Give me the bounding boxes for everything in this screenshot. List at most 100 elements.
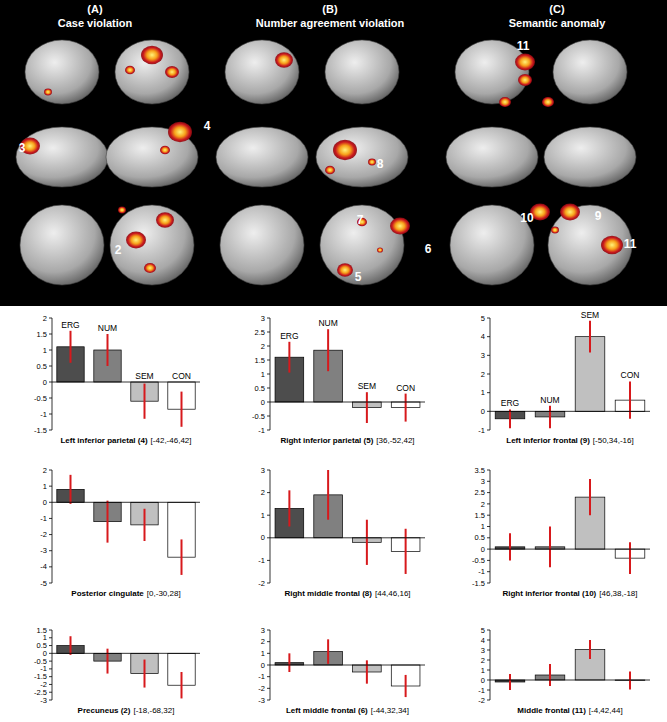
brain-render: [316, 127, 408, 187]
y-tick-label: 0: [481, 676, 485, 685]
error-bar: [629, 381, 631, 418]
chart-title-line: Left inferior parietal (4) [-42,-46,42]: [60, 436, 191, 445]
y-tick: [267, 676, 270, 677]
y-tick-label: -2: [478, 696, 485, 705]
y-tick-label: 3.5: [475, 466, 485, 475]
y-tick-label: -1: [258, 556, 265, 565]
activation-blob: [377, 247, 383, 252]
y-tick: [267, 388, 270, 389]
y-tick-label: -1.5: [34, 426, 47, 435]
y-tick-label: 2: [261, 488, 265, 497]
y-tick: [267, 402, 270, 403]
category-label: ERG: [280, 331, 298, 341]
y-tick: [487, 537, 490, 538]
y-tick: [49, 583, 52, 584]
plot-area: [495, 640, 645, 690]
chart-title-line: Precuneus (2)[-18,-68,32]: [78, 706, 175, 715]
activation-blob: [601, 236, 623, 255]
chart-title: Middle frontal (11): [517, 706, 586, 715]
x-axis: [270, 665, 425, 666]
error-bar: [288, 653, 290, 672]
y-tick: [49, 684, 52, 685]
y-tick: [267, 332, 270, 333]
activation-blob: [156, 212, 174, 227]
y-tick: [49, 653, 52, 654]
chart-title: Right inferior parietal (5): [280, 436, 373, 445]
region-label: 10: [520, 211, 534, 225]
y-tick-label: 0.5: [37, 641, 47, 650]
category-label: ERG: [501, 398, 519, 408]
chart-title: Left inferior parietal (4): [60, 436, 147, 445]
y-tick: [487, 690, 490, 691]
x-axis: [490, 549, 650, 550]
activation-blob: [518, 74, 532, 86]
y-tick: [267, 470, 270, 471]
error-bar: [107, 649, 109, 674]
y-tick: [49, 700, 52, 701]
y-tick-label: 3: [261, 466, 265, 475]
activation-blob: [390, 218, 410, 235]
brain-render: [455, 40, 529, 104]
chart-subtitle: [44,46,16]: [375, 589, 411, 598]
chart-title: Precuneus (2): [78, 706, 131, 715]
region-label: 9: [595, 209, 602, 223]
chart-subtitle: [36,-52,42]: [376, 436, 414, 445]
y-tick: [487, 571, 490, 572]
error-bar: [509, 533, 511, 560]
y-tick: [267, 665, 270, 666]
y-tick: [49, 550, 52, 551]
brain-render: [325, 40, 399, 104]
y-tick-label: 3: [261, 626, 265, 635]
y-tick-label: -1: [478, 686, 485, 695]
brain-render: [446, 127, 538, 187]
y-tick: [49, 350, 52, 351]
chart-subtitle: [-42,-46,42]: [151, 436, 192, 445]
y-tick-label: 1: [43, 346, 47, 355]
category-label: CON: [396, 383, 415, 393]
activation-blob: [515, 54, 535, 71]
y-tick-label: -1.5: [34, 672, 47, 681]
chart-title-line: Middle frontal (11)[-4,42,44]: [517, 706, 622, 715]
region-label: 7: [357, 213, 364, 227]
x-axis: [52, 382, 200, 383]
x-axis: [52, 502, 200, 503]
category-label: CON: [172, 371, 191, 381]
error-bar: [181, 392, 183, 427]
error-bar: [629, 672, 631, 690]
error-bar: [70, 636, 72, 655]
error-bar: [405, 529, 407, 574]
brain-render: [553, 40, 627, 104]
error-bar: [549, 664, 551, 686]
y-tick: [49, 534, 52, 535]
y-tick-label: 2: [261, 637, 265, 646]
y-tick: [49, 518, 52, 519]
y-tick: [487, 515, 490, 516]
y-tick-label: -0.5: [34, 394, 47, 403]
y-tick-label: -1: [40, 410, 47, 419]
x-axis: [270, 402, 425, 403]
activation-blob: [165, 66, 179, 78]
y-tick: [487, 650, 490, 651]
y-tick-label: -4: [40, 562, 47, 571]
plot-area: [495, 479, 645, 574]
activation-blob: [118, 207, 126, 214]
y-tick: [487, 700, 490, 701]
brain-render: [544, 127, 636, 187]
y-tick: [267, 374, 270, 375]
y-tick: [267, 430, 270, 431]
activation-blob: [141, 46, 163, 65]
activation-blob: [44, 89, 52, 96]
x-axis: [490, 411, 650, 412]
y-tick: [49, 692, 52, 693]
chart-subtitle: [46,38,-18]: [599, 589, 637, 598]
activation-blob: [499, 97, 511, 107]
y-tick-label: 0: [261, 533, 265, 542]
y-tick-label: 2: [481, 656, 485, 665]
region-label: 11: [624, 237, 637, 251]
panel-title: Number agreement violation: [256, 17, 405, 29]
region-label: 6: [425, 242, 432, 256]
plot-area: [495, 321, 645, 428]
y-tick: [49, 366, 52, 367]
y-axis: [270, 470, 271, 583]
x-axis: [490, 680, 650, 681]
